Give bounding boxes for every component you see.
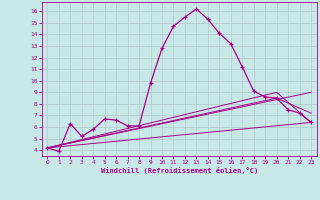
X-axis label: Windchill (Refroidissement éolien,°C): Windchill (Refroidissement éolien,°C): [100, 167, 258, 174]
